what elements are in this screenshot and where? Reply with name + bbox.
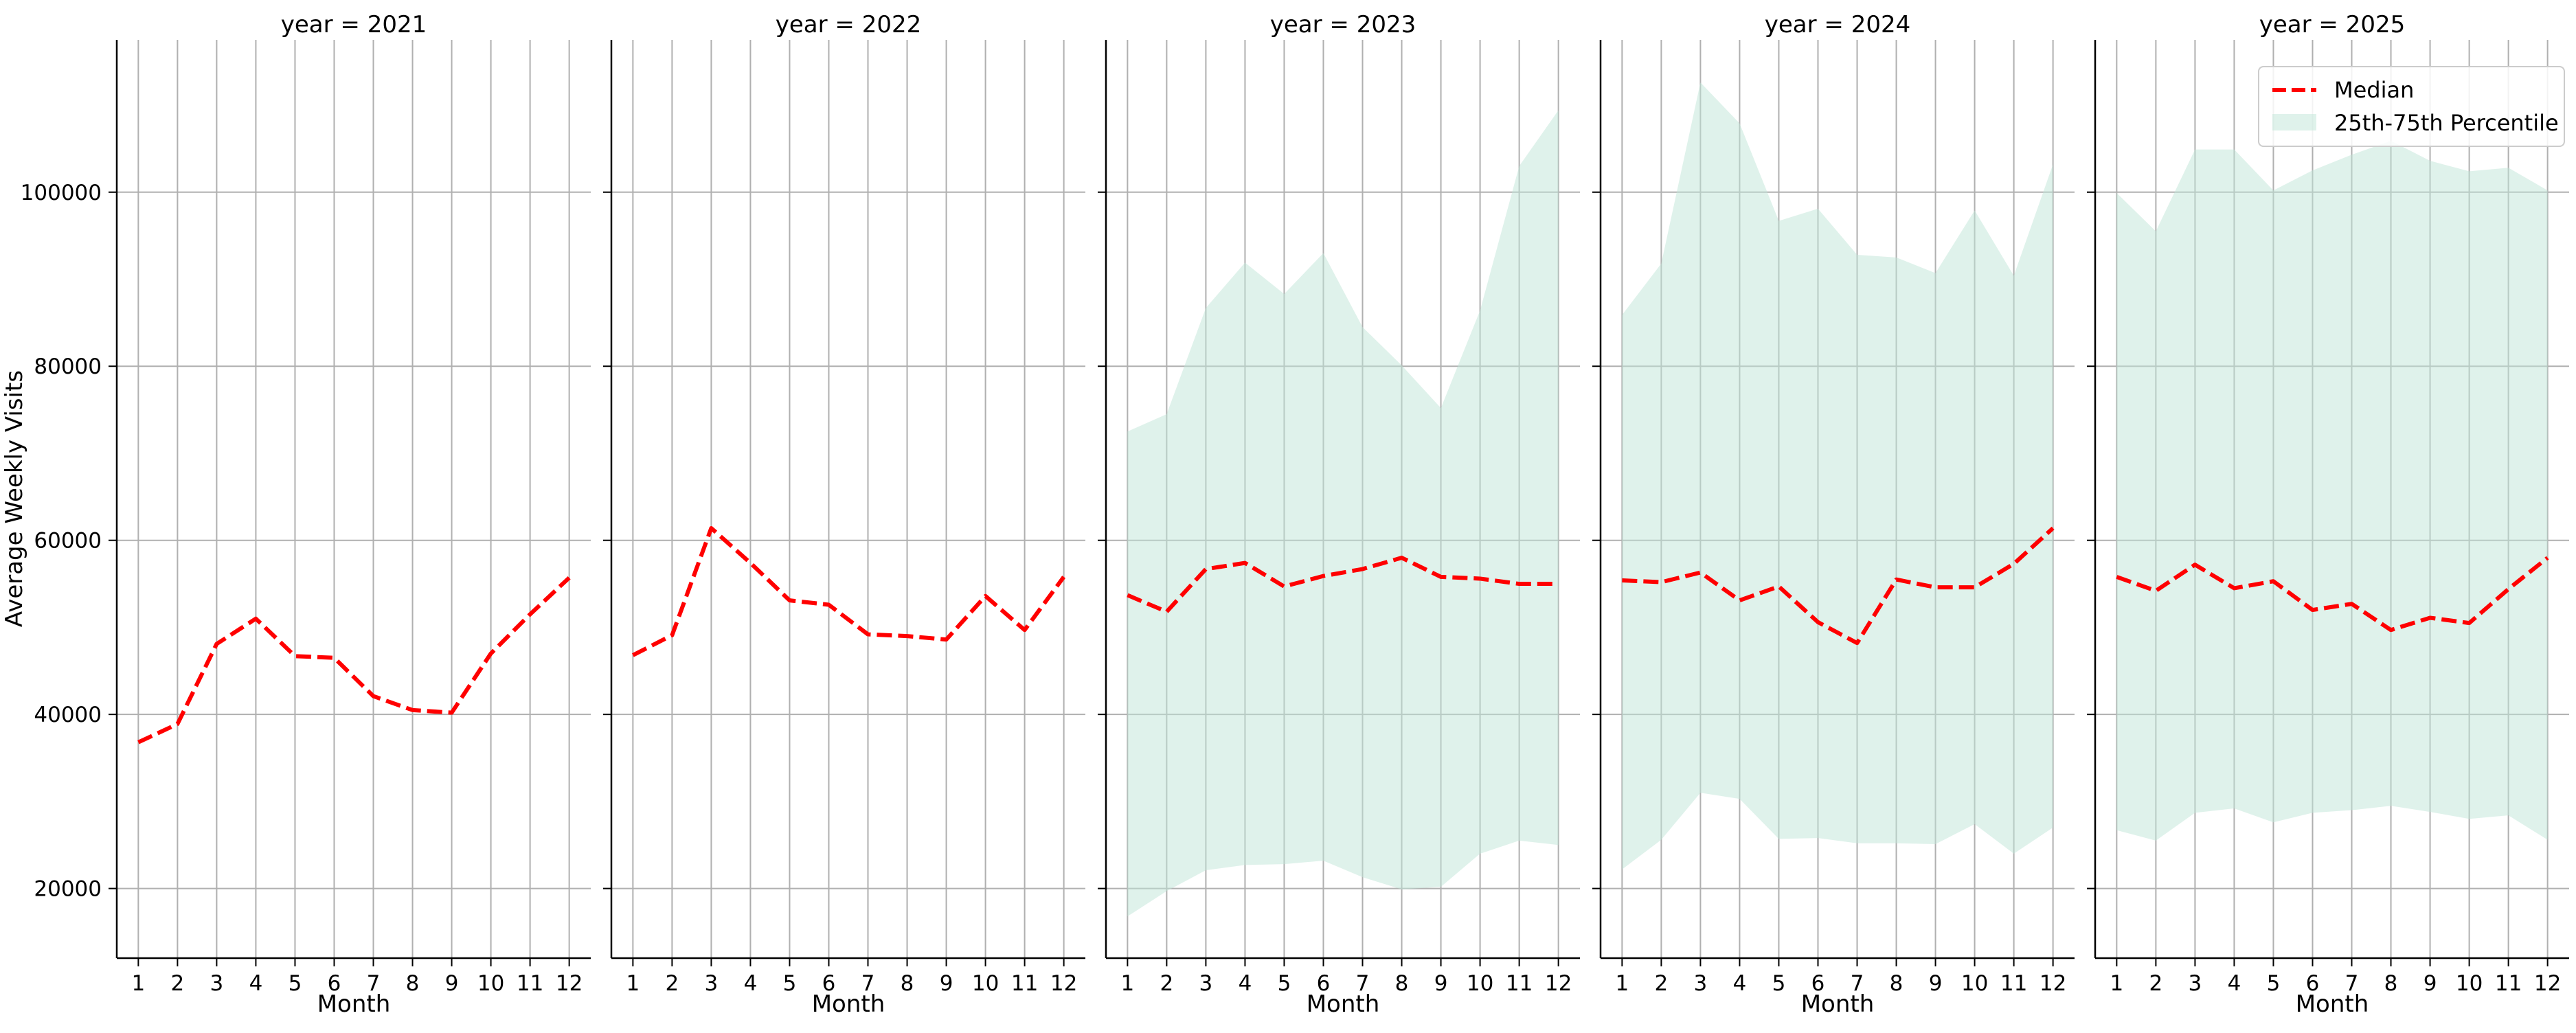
legend-band-swatch	[2272, 114, 2316, 130]
x-tick-label: 11	[1506, 971, 1533, 996]
x-tick-label: 2	[171, 971, 185, 996]
panel-1: 1 2 3 4 5 6 7 8 9 10 11 122000040000600008000010000…	[21, 11, 591, 1018]
median-line	[631, 525, 1066, 657]
x-tick-label: 3	[705, 971, 719, 996]
x-tick-label: 6	[2306, 971, 2320, 996]
x-tick-label: 1	[1120, 971, 1134, 996]
legend-median-label: Median	[2334, 77, 2414, 103]
x-tick-label: 8	[901, 971, 914, 996]
panel-title: year = 2022	[776, 11, 921, 38]
x-tick-label: 3	[1199, 971, 1213, 996]
x-tick-label: 5	[783, 971, 797, 996]
y-tick-label: 100000	[21, 181, 102, 205]
x-tick-label: 4	[744, 971, 758, 996]
x-tick-label: 11	[2000, 971, 2027, 996]
panel-title: year = 2021	[281, 11, 427, 38]
x-axis-label: Month	[1307, 990, 1380, 1018]
x-tick-label: 11	[1011, 971, 1038, 996]
x-tick-label: 8	[2384, 971, 2398, 996]
median-line	[137, 576, 571, 745]
x-tick-label: 12	[556, 971, 583, 996]
x-tick-label: 1	[2110, 971, 2123, 996]
x-tick-label: 7	[1356, 971, 1370, 996]
x-axis-label: Month	[812, 990, 885, 1018]
x-tick-label: 2	[2149, 971, 2163, 996]
x-tick-label: 5	[2267, 971, 2281, 996]
x-tick-label: 4	[249, 971, 263, 996]
x-tick-label: 11	[2495, 971, 2522, 996]
x-tick-label: 7	[861, 971, 875, 996]
x-tick-label: 4	[1239, 971, 1252, 996]
legend-frame	[2258, 66, 2565, 147]
x-tick-label: 6	[1811, 971, 1825, 996]
x-tick-label: 8	[406, 971, 420, 996]
x-tick-label: 8	[1395, 971, 1409, 996]
median-line	[1622, 526, 2055, 646]
x-tick-label: 12	[1545, 971, 1572, 996]
x-tick-label: 6	[822, 971, 836, 996]
x-tick-label: 6	[328, 971, 341, 996]
x-tick-label: 9	[2424, 971, 2437, 996]
x-tick-label: 2	[1160, 971, 1174, 996]
y-axis-label: Average Weekly Visits	[1, 370, 28, 627]
x-tick-label: 10	[2456, 971, 2483, 996]
x-tick-label: 2	[666, 971, 679, 996]
x-tick-label: 9	[445, 971, 459, 996]
x-tick-label: 10	[1467, 971, 1493, 996]
y-tick-label: 80000	[34, 354, 102, 379]
x-tick-label: 7	[1851, 971, 1864, 996]
median-line	[1127, 556, 1559, 614]
x-axis-label: Month	[2296, 990, 2369, 1018]
x-tick-label: 3	[2189, 971, 2202, 996]
x-tick-label: 10	[477, 971, 504, 996]
x-tick-label: 1	[1615, 971, 1629, 996]
panel-title: year = 2025	[2259, 11, 2405, 38]
y-tick-label: 20000	[34, 877, 102, 902]
x-tick-label: 4	[2228, 971, 2241, 996]
panel-title: year = 2023	[1270, 11, 1416, 38]
panel-title: year = 2024	[1765, 11, 1910, 38]
x-tick-label: 5	[1772, 971, 1786, 996]
median-line	[2116, 556, 2549, 633]
x-tick-label: 5	[1278, 971, 1291, 996]
x-tick-label: 11	[517, 971, 543, 996]
x-tick-label: 7	[2345, 971, 2359, 996]
x-tick-label: 9	[1434, 971, 1448, 996]
legend: Median 25th-75th Percentile	[2258, 66, 2565, 147]
x-tick-label: 8	[1890, 971, 1903, 996]
x-tick-label: 4	[1733, 971, 1747, 996]
x-tick-label: 9	[940, 971, 953, 996]
x-tick-label: 12	[2534, 971, 2561, 996]
x-tick-label: 12	[1050, 971, 1077, 996]
x-tick-label: 3	[210, 971, 224, 996]
percentile-band	[2116, 141, 2548, 841]
y-tick-label: 60000	[34, 529, 102, 554]
percentile-band	[1622, 82, 2053, 870]
x-tick-label: 2	[1655, 971, 1669, 996]
x-tick-label: 10	[1961, 971, 1988, 996]
x-tick-label: 3	[1694, 971, 1708, 996]
x-tick-label: 12	[2040, 971, 2066, 996]
x-tick-label: 10	[972, 971, 999, 996]
x-tick-label: 5	[289, 971, 302, 996]
x-tick-label: 1	[131, 971, 145, 996]
x-tick-label: 6	[1317, 971, 1331, 996]
x-tick-label: 9	[1929, 971, 1943, 996]
percentile-band	[1127, 110, 1559, 917]
y-tick-label: 40000	[34, 703, 102, 727]
x-tick-label: 7	[367, 971, 381, 996]
x-tick-label: 1	[626, 971, 640, 996]
x-axis-label: Month	[1801, 990, 1875, 1018]
x-axis-label: Month	[317, 990, 391, 1018]
legend-band-label: 25th-75th Percentile	[2334, 110, 2559, 136]
